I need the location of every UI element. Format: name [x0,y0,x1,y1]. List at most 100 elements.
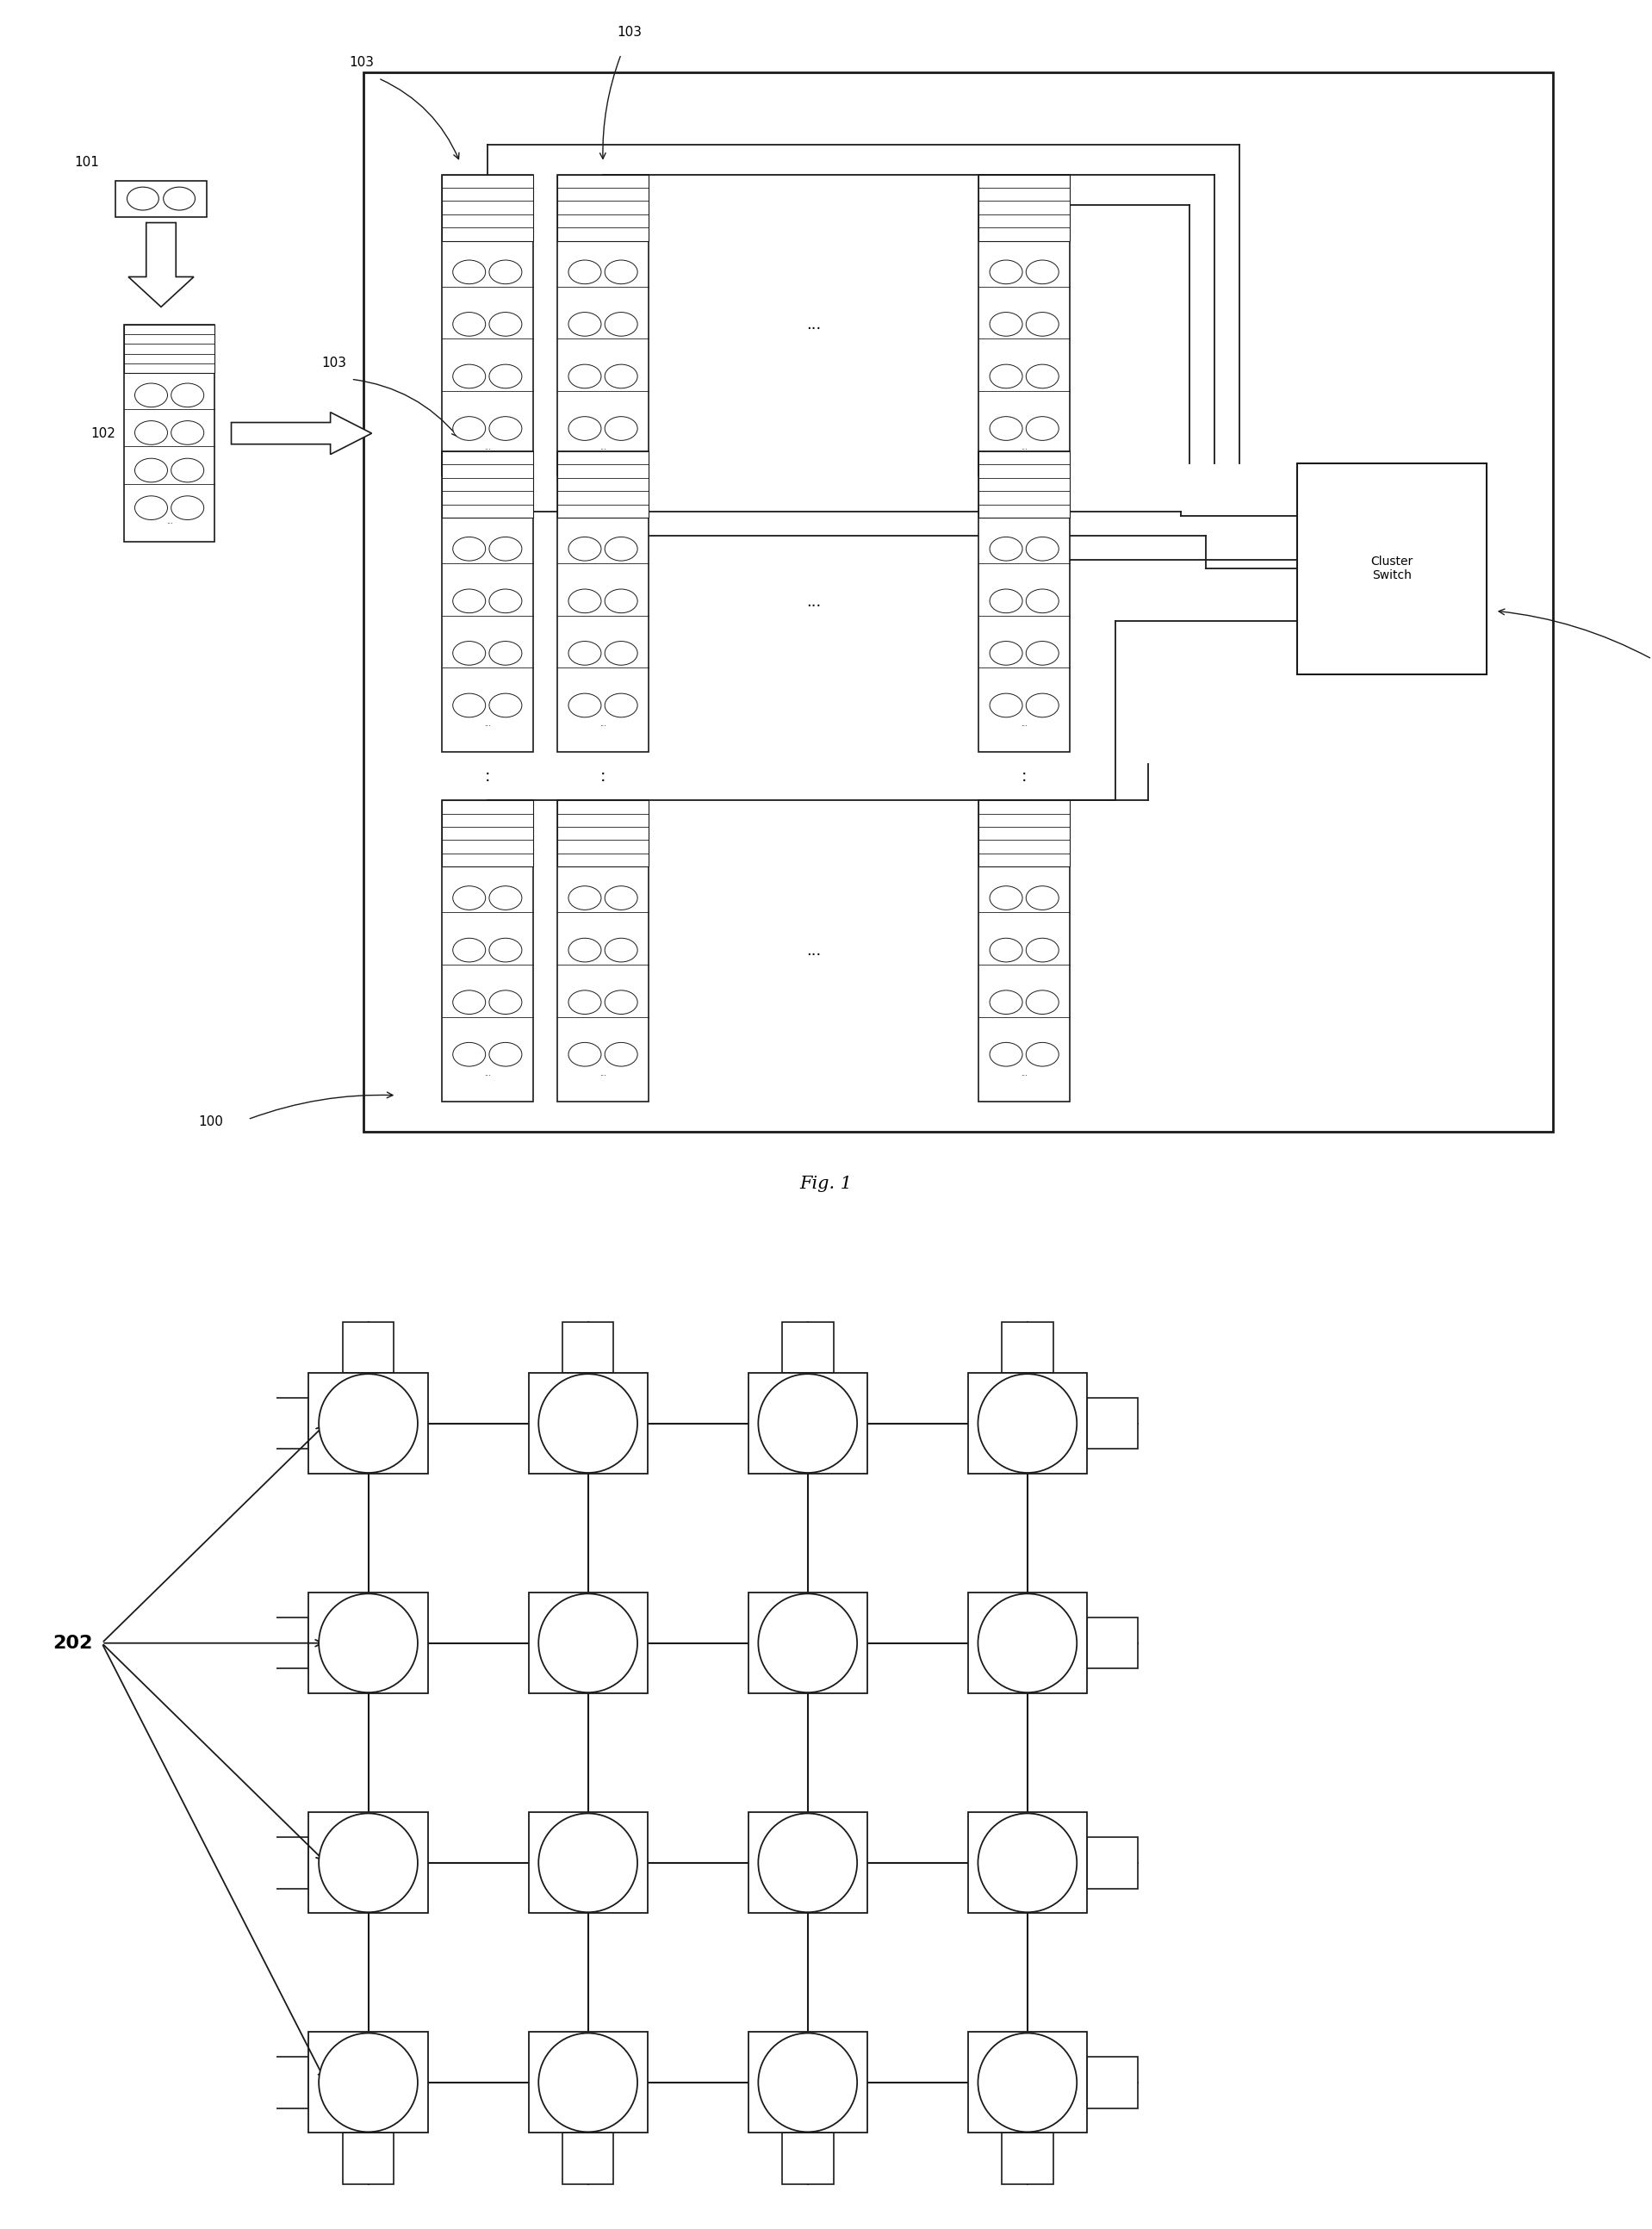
Circle shape [453,537,486,562]
Circle shape [453,642,486,664]
Bar [1001,1322,1052,1373]
Circle shape [568,588,601,613]
Circle shape [539,2033,638,2131]
Text: Fig. 1: Fig. 1 [800,1175,852,1193]
Circle shape [1026,693,1059,718]
Bar [562,1322,613,1373]
Bar [968,1812,1087,1912]
Circle shape [172,495,203,519]
Text: 103: 103 [322,357,347,370]
Bar [1297,464,1487,673]
Circle shape [539,1814,638,1912]
Bar [309,2033,428,2133]
Circle shape [568,938,601,963]
Text: ...: ... [1021,1070,1028,1077]
Circle shape [605,417,638,441]
Circle shape [1026,261,1059,283]
Circle shape [990,537,1023,562]
Circle shape [605,537,638,562]
Circle shape [1026,312,1059,337]
Circle shape [990,885,1023,909]
Circle shape [319,2033,418,2131]
Circle shape [172,421,203,444]
Circle shape [489,312,522,337]
Circle shape [978,2033,1077,2131]
Circle shape [605,312,638,337]
Bar [748,1812,867,1912]
Circle shape [489,363,522,388]
Bar [781,1322,833,1373]
Circle shape [489,885,522,909]
Circle shape [1026,588,1059,613]
Bar [1001,2133,1052,2184]
Bar [529,2033,648,2133]
Bar [529,1594,648,1694]
Text: 202: 202 [53,1634,93,1652]
Circle shape [990,1043,1023,1065]
Circle shape [453,417,486,441]
Bar [342,2133,393,2184]
Text: ...: ... [806,595,821,609]
Bar [1087,1398,1138,1449]
Circle shape [605,693,638,718]
Circle shape [489,990,522,1014]
Bar [258,1837,309,1888]
Circle shape [135,459,167,481]
Bar [978,452,1070,517]
Text: :: : [1021,769,1028,785]
Circle shape [990,693,1023,718]
Text: ...: ... [165,517,173,526]
Circle shape [605,990,638,1014]
Text: ...: ... [484,444,491,450]
Circle shape [453,363,486,388]
Bar [124,325,215,372]
Circle shape [453,693,486,718]
Bar [978,174,1070,475]
Circle shape [319,1814,418,1912]
Bar [258,1618,309,1670]
Bar [363,71,1553,1132]
Circle shape [453,588,486,613]
Text: ...: ... [600,720,606,729]
Text: ...: ... [1021,444,1028,450]
Circle shape [453,1043,486,1065]
Circle shape [990,363,1023,388]
Text: :: : [484,769,491,785]
Bar [968,1594,1087,1694]
Bar [1087,2057,1138,2109]
Circle shape [319,1373,418,1473]
Bar [748,1373,867,1473]
Circle shape [990,588,1023,613]
Bar [124,325,215,542]
Circle shape [489,693,522,718]
Circle shape [605,885,638,909]
Circle shape [172,459,203,481]
Circle shape [539,1594,638,1692]
Text: 102: 102 [91,428,116,439]
Circle shape [453,885,486,909]
Circle shape [568,261,601,283]
Circle shape [568,885,601,909]
Text: 100: 100 [198,1114,223,1128]
Circle shape [978,1373,1077,1473]
Text: ...: ... [484,720,491,729]
Text: ...: ... [1021,720,1028,729]
Circle shape [1026,417,1059,441]
Circle shape [605,588,638,613]
Text: :: : [600,769,606,785]
Text: 103: 103 [349,56,373,69]
Circle shape [127,187,159,210]
Circle shape [453,261,486,283]
Circle shape [1026,1043,1059,1065]
Circle shape [605,938,638,963]
Circle shape [990,261,1023,283]
Bar [978,452,1070,753]
Circle shape [1026,363,1059,388]
Circle shape [568,642,601,664]
Circle shape [568,537,601,562]
Circle shape [489,588,522,613]
Circle shape [489,1043,522,1065]
Bar [557,800,648,867]
Bar [116,181,206,216]
Circle shape [605,261,638,283]
